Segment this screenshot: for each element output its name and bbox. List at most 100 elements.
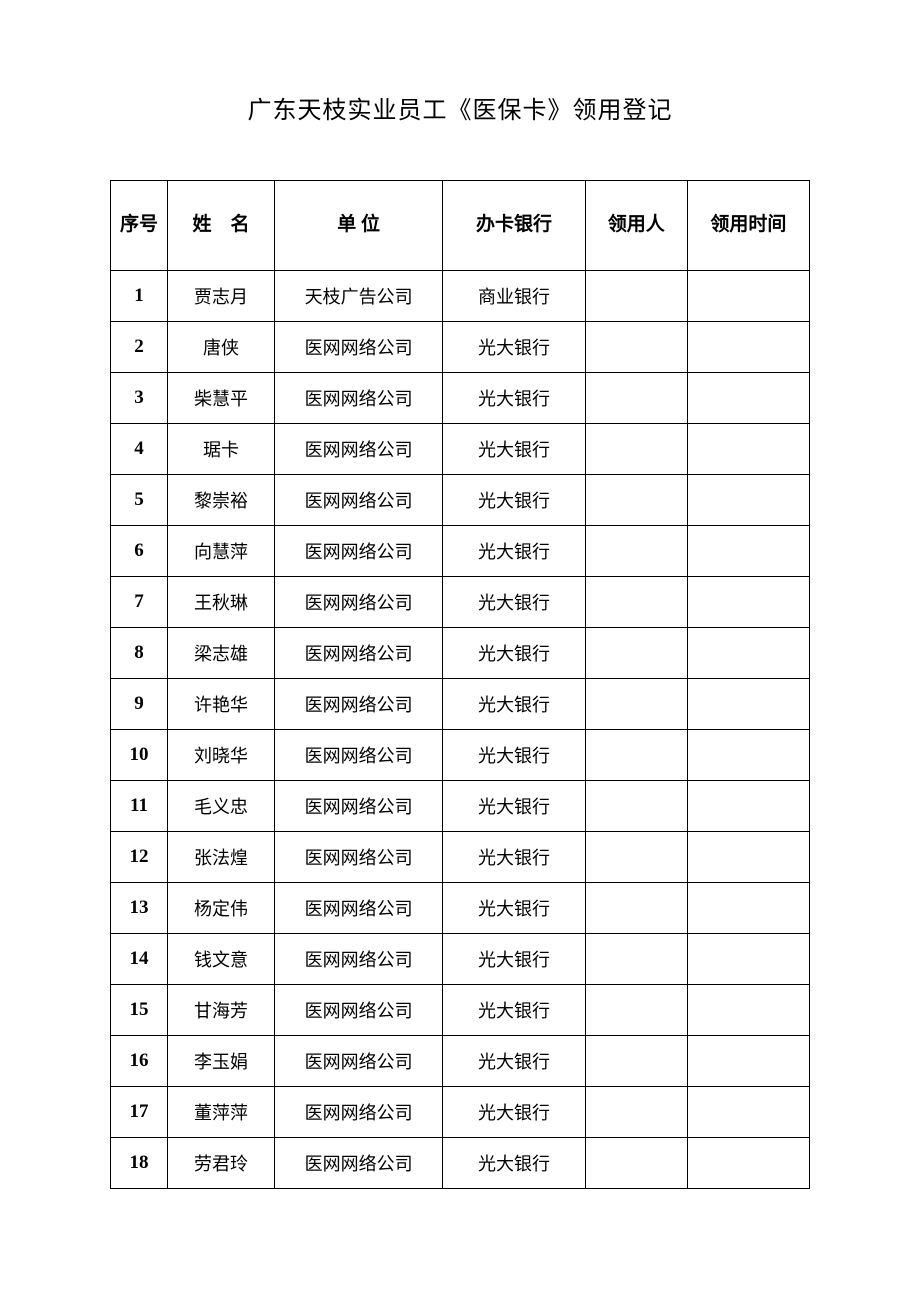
table-row: 4琚卡医网网络公司光大银行 [111, 424, 810, 475]
cell-date [687, 271, 809, 322]
table-row: 2唐侠医网网络公司光大银行 [111, 322, 810, 373]
cell-seq: 16 [111, 1036, 168, 1087]
cell-seq: 8 [111, 628, 168, 679]
cell-name: 刘晓华 [168, 730, 275, 781]
cell-seq: 3 [111, 373, 168, 424]
cell-seq: 6 [111, 526, 168, 577]
cell-recipient [585, 475, 687, 526]
cell-recipient [585, 832, 687, 883]
cell-recipient [585, 781, 687, 832]
cell-bank: 光大银行 [443, 628, 586, 679]
cell-recipient [585, 1087, 687, 1138]
cell-bank: 光大银行 [443, 577, 586, 628]
header-bank: 办卡银行 [443, 181, 586, 271]
cell-unit: 医网网络公司 [275, 1036, 443, 1087]
cell-name: 劳君玲 [168, 1138, 275, 1189]
cell-unit: 医网网络公司 [275, 730, 443, 781]
cell-bank: 商业银行 [443, 271, 586, 322]
table-row: 7王秋琳医网网络公司光大银行 [111, 577, 810, 628]
cell-name: 贾志月 [168, 271, 275, 322]
cell-unit: 医网网络公司 [275, 1087, 443, 1138]
cell-unit: 医网网络公司 [275, 883, 443, 934]
table-row: 5黎崇裕医网网络公司光大银行 [111, 475, 810, 526]
cell-unit: 医网网络公司 [275, 373, 443, 424]
cell-name: 黎崇裕 [168, 475, 275, 526]
cell-bank: 光大银行 [443, 526, 586, 577]
cell-seq: 12 [111, 832, 168, 883]
header-seq: 序号 [111, 181, 168, 271]
cell-recipient [585, 730, 687, 781]
cell-recipient [585, 628, 687, 679]
cell-seq: 9 [111, 679, 168, 730]
cell-recipient [585, 985, 687, 1036]
cell-seq: 14 [111, 934, 168, 985]
cell-unit: 医网网络公司 [275, 526, 443, 577]
table-row: 3柴慧平医网网络公司光大银行 [111, 373, 810, 424]
cell-name: 张法煌 [168, 832, 275, 883]
table-row: 9许艳华医网网络公司光大银行 [111, 679, 810, 730]
cell-date [687, 934, 809, 985]
table-row: 11毛义忠医网网络公司光大银行 [111, 781, 810, 832]
cell-seq: 1 [111, 271, 168, 322]
cell-unit: 医网网络公司 [275, 934, 443, 985]
table-header-row: 序号 姓 名 单 位 办卡银行 领用人 领用时间 [111, 181, 810, 271]
cell-name: 琚卡 [168, 424, 275, 475]
cell-name: 毛义忠 [168, 781, 275, 832]
cell-bank: 光大银行 [443, 322, 586, 373]
cell-date [687, 475, 809, 526]
cell-seq: 4 [111, 424, 168, 475]
cell-recipient [585, 577, 687, 628]
cell-bank: 光大银行 [443, 883, 586, 934]
cell-name: 向慧萍 [168, 526, 275, 577]
header-date: 领用时间 [687, 181, 809, 271]
cell-seq: 5 [111, 475, 168, 526]
cell-seq: 15 [111, 985, 168, 1036]
table-row: 8梁志雄医网网络公司光大银行 [111, 628, 810, 679]
header-unit: 单 位 [275, 181, 443, 271]
cell-name: 李玉娟 [168, 1036, 275, 1087]
table-row: 12张法煌医网网络公司光大银行 [111, 832, 810, 883]
table-row: 10刘晓华医网网络公司光大银行 [111, 730, 810, 781]
cell-unit: 医网网络公司 [275, 424, 443, 475]
header-seq-label: 序号 [120, 214, 158, 235]
cell-recipient [585, 679, 687, 730]
table-row: 6向慧萍医网网络公司光大银行 [111, 526, 810, 577]
cell-seq: 18 [111, 1138, 168, 1189]
table-row: 13杨定伟医网网络公司光大银行 [111, 883, 810, 934]
cell-date [687, 1138, 809, 1189]
cell-name: 董萍萍 [168, 1087, 275, 1138]
cell-bank: 光大银行 [443, 832, 586, 883]
cell-bank: 光大银行 [443, 985, 586, 1036]
cell-date [687, 730, 809, 781]
cell-unit: 医网网络公司 [275, 985, 443, 1036]
cell-seq: 17 [111, 1087, 168, 1138]
header-recipient: 领用人 [585, 181, 687, 271]
cell-date [687, 985, 809, 1036]
cell-unit: 医网网络公司 [275, 577, 443, 628]
cell-date [687, 1036, 809, 1087]
cell-unit: 天枝广告公司 [275, 271, 443, 322]
header-recipient-label: 领用人 [608, 214, 665, 235]
cell-date [687, 679, 809, 730]
cell-bank: 光大银行 [443, 934, 586, 985]
cell-recipient [585, 1036, 687, 1087]
cell-recipient [585, 934, 687, 985]
cell-date [687, 832, 809, 883]
cell-date [687, 781, 809, 832]
cell-recipient [585, 271, 687, 322]
cell-name: 柴慧平 [168, 373, 275, 424]
cell-recipient [585, 424, 687, 475]
cell-recipient [585, 883, 687, 934]
cell-date [687, 883, 809, 934]
cell-seq: 2 [111, 322, 168, 373]
cell-date [687, 1087, 809, 1138]
cell-bank: 光大银行 [443, 1087, 586, 1138]
table-row: 18劳君玲医网网络公司光大银行 [111, 1138, 810, 1189]
cell-bank: 光大银行 [443, 1138, 586, 1189]
cell-date [687, 424, 809, 475]
cell-date [687, 577, 809, 628]
cell-name: 许艳华 [168, 679, 275, 730]
cell-recipient [585, 373, 687, 424]
header-date-label: 领用时间 [710, 214, 786, 235]
cell-date [687, 373, 809, 424]
